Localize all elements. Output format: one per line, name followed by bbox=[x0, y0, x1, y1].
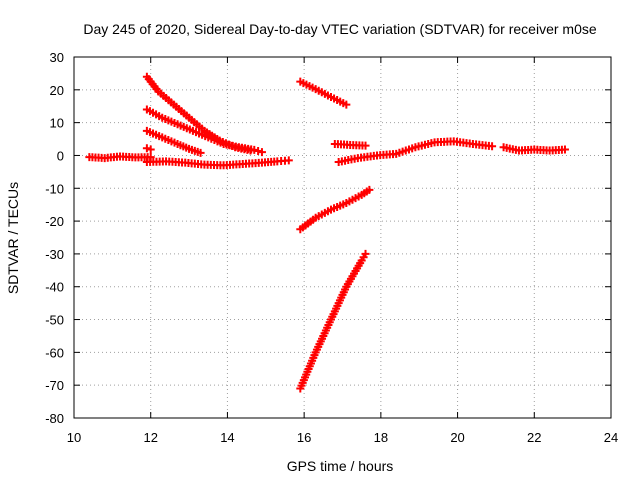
data-series bbox=[296, 249, 370, 393]
y-tick-label: 0 bbox=[57, 148, 64, 163]
data-series bbox=[142, 144, 155, 154]
y-tick-label: 30 bbox=[50, 50, 64, 65]
data-series bbox=[499, 143, 569, 155]
data-point bbox=[284, 156, 293, 165]
data-point bbox=[488, 142, 497, 151]
data-point bbox=[342, 100, 351, 109]
data-series bbox=[142, 126, 205, 157]
data-series bbox=[330, 139, 370, 150]
data-series bbox=[142, 156, 293, 170]
y-axis-label: SDTVAR / TECUs bbox=[5, 182, 21, 294]
x-tick-label: 12 bbox=[143, 430, 157, 445]
data-point bbox=[196, 148, 205, 157]
data-point bbox=[250, 145, 259, 154]
y-tick-label: -20 bbox=[45, 214, 64, 229]
data-series bbox=[142, 72, 255, 155]
y-tick-labels: 30 20 10 0 -10 -20 -30 -40 -50 -60 -70 -80 bbox=[45, 50, 64, 426]
x-tick-label: 24 bbox=[604, 430, 618, 445]
x-tick-label: 14 bbox=[220, 430, 234, 445]
x-axis-label: GPS time / hours bbox=[287, 458, 394, 474]
data-points bbox=[85, 72, 569, 393]
data-series bbox=[142, 105, 266, 157]
y-tick-label: -30 bbox=[45, 247, 64, 262]
y-tick-label: 20 bbox=[50, 83, 64, 98]
y-tick-label: -60 bbox=[45, 345, 64, 360]
axis-ticks bbox=[73, 56, 612, 419]
y-tick-label: -80 bbox=[45, 411, 64, 426]
data-point-marker bbox=[254, 147, 263, 156]
data-series bbox=[296, 77, 351, 109]
x-tick-label: 16 bbox=[297, 430, 311, 445]
data-point bbox=[142, 144, 151, 153]
data-point bbox=[560, 145, 569, 154]
y-tick-label: -50 bbox=[45, 313, 64, 328]
data-point bbox=[361, 249, 370, 258]
x-tick-label: 18 bbox=[374, 430, 388, 445]
data-series bbox=[296, 185, 374, 234]
x-tick-label: 22 bbox=[527, 430, 541, 445]
y-tick-label: -10 bbox=[45, 181, 64, 196]
x-tick-labels: 10 12 14 16 18 20 22 24 bbox=[67, 430, 618, 445]
data-point bbox=[365, 185, 374, 194]
data-series bbox=[85, 152, 155, 163]
grid-lines bbox=[74, 57, 611, 418]
data-point bbox=[257, 148, 266, 157]
x-tick-label: 10 bbox=[67, 430, 81, 445]
data-point bbox=[361, 141, 370, 150]
data-series bbox=[334, 137, 497, 167]
y-tick-label: -70 bbox=[45, 378, 64, 393]
y-tick-label: -40 bbox=[45, 280, 64, 295]
plot-frame bbox=[73, 56, 612, 419]
chart-title: Day 245 of 2020, Sidereal Day-to-day VTE… bbox=[83, 21, 596, 37]
y-tick-label: 10 bbox=[50, 116, 64, 131]
x-tick-label: 20 bbox=[450, 430, 464, 445]
data-point bbox=[146, 145, 155, 154]
